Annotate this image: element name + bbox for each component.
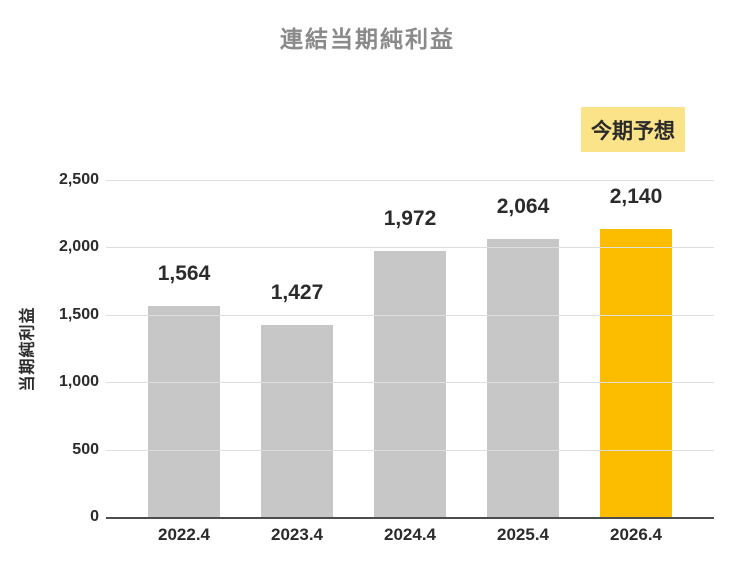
y-tick-label: 2,500 — [58, 171, 99, 188]
y-tick-label: 1,500 — [58, 305, 99, 323]
y-tick-label: 2,000 — [58, 238, 99, 256]
bar-2025.4: 2,064 — [487, 196, 559, 517]
bar-2024.4: 1,972 — [374, 208, 446, 517]
bar-value-label: 2,064 — [496, 194, 550, 218]
y-axis: 0 500 1,000 1,500 2,000 2,500 — [0, 172, 99, 525]
gridline-2500 — [106, 180, 714, 181]
bar-2023.4: 1,427 — [261, 282, 333, 517]
x-axis: 2022.4 2023.4 2024.4 2025.4 2026.4 — [106, 526, 714, 543]
forecast-badge: 今期予想 — [581, 107, 685, 152]
bar-value-label: 1,564 — [157, 262, 211, 286]
gridline-1000 — [106, 382, 714, 384]
x-tick-label: 2023.4 — [271, 525, 323, 544]
x-tick-label: 2025.4 — [497, 525, 549, 544]
bar-2022.4: 1,564 — [148, 263, 220, 517]
x-tick-label: 2026.4 — [610, 525, 662, 544]
bar-2026.4: 2,140 — [600, 186, 672, 517]
x-tick-label: 2024.4 — [384, 525, 436, 544]
y-tick-label: 0 — [90, 508, 99, 525]
bar-value-label: 1,972 — [383, 207, 437, 231]
chart-title: 連結当期純利益 — [280, 26, 455, 52]
bar-value-label: 2,140 — [609, 184, 663, 208]
plot-area: 1,564 1,427 1,972 2,064 2,140 — [106, 180, 714, 519]
y-tick-label: 500 — [72, 440, 99, 458]
bars-group: 1,564 1,427 1,972 2,064 2,140 — [106, 180, 714, 517]
bar-value-label: 1,427 — [270, 280, 324, 304]
gridline-500 — [106, 449, 714, 451]
gridline-1500 — [106, 314, 714, 316]
gridline-2000 — [106, 247, 714, 249]
y-tick-label: 1,000 — [58, 373, 99, 391]
x-tick-label: 2022.4 — [158, 525, 210, 544]
